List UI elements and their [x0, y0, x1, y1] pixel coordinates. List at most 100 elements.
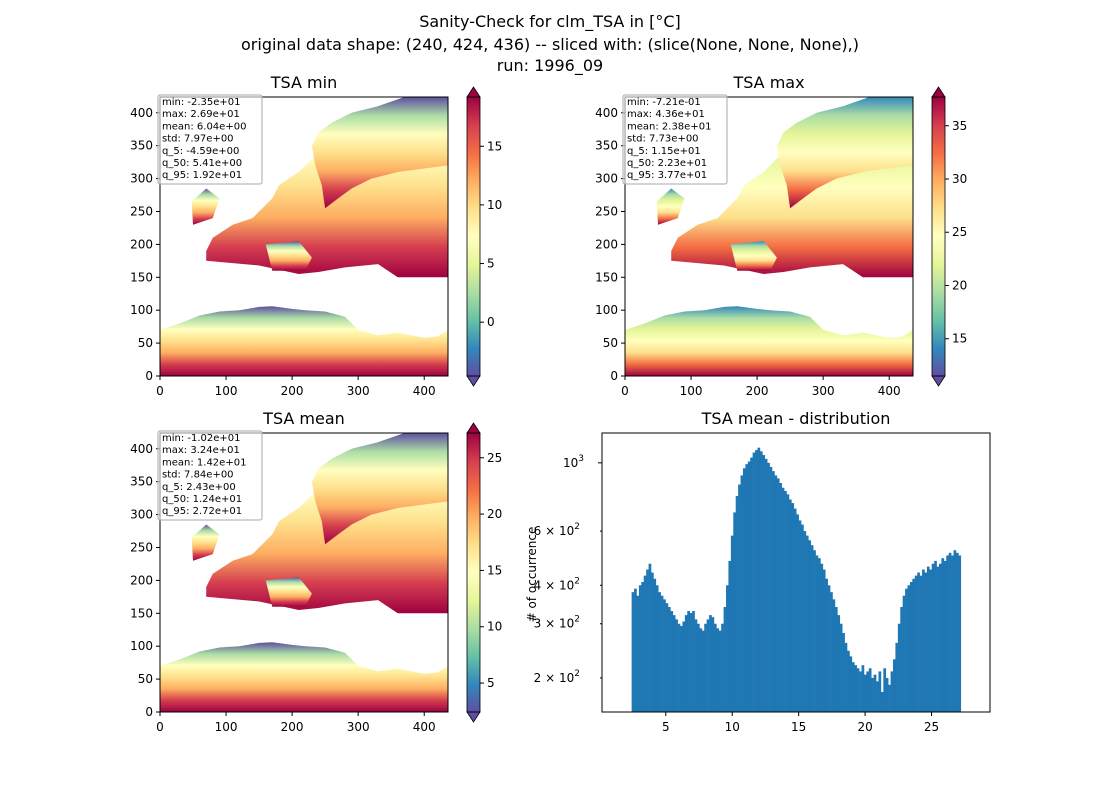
- colorbar-1-body: [932, 97, 945, 376]
- map-1-ytick-label-4: 200: [595, 237, 618, 251]
- hist-bar-19: [677, 623, 681, 712]
- map-1-ytick-label-3: 150: [595, 270, 618, 284]
- map-2-image: [160, 433, 448, 712]
- map-1-stats-line-2: mean: 2.38e+01: [627, 121, 711, 132]
- hist-bar-133: [953, 550, 957, 712]
- map-2-title: TSA mean: [262, 409, 345, 428]
- hist-bar-132: [951, 555, 954, 712]
- map-0-ytick-label-8: 400: [130, 106, 153, 120]
- hist-bar-95: [861, 665, 865, 712]
- hist-bar-86: [839, 623, 843, 712]
- map-0-land-4: [265, 241, 312, 271]
- hist-bar-24: [689, 613, 693, 712]
- hist-bar-75: [813, 550, 816, 712]
- map-2-xtick-label-0: 0: [156, 720, 164, 734]
- map-1-ytick-label-8: 400: [595, 106, 618, 120]
- hist-ytick-minor-label-3: 6 × 102: [534, 522, 580, 538]
- hist-bar-63: [784, 490, 787, 712]
- hist-bar-97: [866, 671, 870, 712]
- colorbar-2-extend-min: [466, 711, 481, 723]
- colorbar-1-extend-max: [931, 86, 946, 98]
- hist-bar-106: [888, 684, 891, 712]
- hist-bar-10: [655, 585, 659, 712]
- map-2-ytick-label-3: 150: [130, 606, 153, 620]
- map-0-ytick-label-6: 300: [130, 172, 153, 186]
- hist-bar-98: [868, 668, 872, 712]
- map-0-ytick-label-4: 200: [130, 237, 153, 251]
- hist-bar-124: [931, 563, 935, 712]
- map-0-stats-line-6: q_95: 1.92e+01: [162, 170, 242, 181]
- hist-bar-79: [822, 569, 826, 712]
- hist-xtick-label-2: 15: [791, 720, 806, 734]
- map-1-land-2: [776, 97, 913, 209]
- hist-bar-110: [897, 623, 901, 712]
- hist-bar-104: [883, 668, 887, 712]
- hist-bar-59: [774, 475, 778, 712]
- hist-bar-76: [815, 555, 819, 712]
- hist-bar-16: [670, 611, 674, 712]
- hist-bar-2: [636, 595, 640, 712]
- map-2-ytick-label-8: 400: [130, 442, 153, 456]
- hist-bar-5: [643, 575, 647, 712]
- hist-bar-121: [924, 572, 928, 712]
- hist-bar-111: [900, 607, 903, 712]
- map-1-stats-line-1: max: 4.36e+01: [627, 109, 705, 120]
- hist-bar-11: [658, 592, 661, 712]
- hist-bar-103: [880, 692, 884, 712]
- colorbar-2-body: [467, 433, 480, 712]
- hist-bar-67: [793, 508, 797, 712]
- hist-bar-4: [641, 581, 645, 712]
- map-2-ytick-label-1: 50: [138, 672, 153, 686]
- map-0-xtick-label-1: 100: [215, 384, 238, 398]
- hist-bar-62: [781, 487, 785, 712]
- hist-bar-38: [723, 607, 727, 712]
- hist-bar-116: [912, 578, 916, 712]
- hist-bar-77: [817, 558, 821, 712]
- map-1-stats-line-3: std: 7.73e+00: [627, 134, 699, 145]
- map-2-ytick-label-0: 0: [145, 705, 153, 719]
- hist-bar-49: [750, 457, 753, 712]
- map-0-ytick-label-2: 100: [130, 303, 153, 317]
- hist-bar-118: [917, 572, 920, 712]
- hist-bar-101: [876, 681, 879, 712]
- hist-bar-90: [849, 656, 853, 712]
- hist-title: TSA mean - distribution: [701, 409, 891, 428]
- hist-bar-1: [634, 588, 637, 712]
- hist-bar-128: [941, 558, 945, 712]
- hist-bar-82: [830, 592, 833, 712]
- hist-bar-125: [934, 560, 937, 712]
- hist-bar-70: [801, 524, 804, 712]
- colorbar-0-tick-label-3: 15: [487, 139, 502, 153]
- map-0-stats-line-3: std: 7.97e+00: [162, 134, 234, 145]
- hist-bar-55: [764, 458, 768, 712]
- hist-bar-102: [878, 671, 882, 712]
- hist-bar-36: [718, 630, 722, 712]
- map-2-ytick-label-2: 100: [130, 639, 153, 653]
- hist-bar-130: [946, 555, 949, 712]
- hist-ytick-minor-label-0: 2 × 102: [534, 669, 580, 685]
- hist-bar-7: [648, 563, 652, 712]
- hist-bar-46: [742, 468, 746, 712]
- map-0-stats-line-2: mean: 6.04e+00: [162, 121, 246, 132]
- map-2-ytick-label-5: 250: [130, 540, 153, 554]
- map-2-frame: [159, 432, 449, 713]
- hist-bar-26: [694, 619, 698, 712]
- map-1-ytick-label-6: 300: [595, 172, 618, 186]
- map-2-stats-line-4: q_5: 2.43e+00: [162, 482, 236, 493]
- hist-bar-122: [926, 566, 930, 712]
- hist-bar-93: [856, 668, 860, 712]
- hist-bar-37: [721, 623, 724, 712]
- colorbar-2-frame: [466, 432, 481, 713]
- hist-bar-58: [772, 471, 775, 712]
- map-1-xtick-label-0: 0: [621, 384, 629, 398]
- hist-bar-50: [752, 452, 756, 712]
- hist-bar-89: [847, 650, 850, 712]
- hist-bars: [631, 447, 962, 712]
- map-1-xtick-label-2: 200: [746, 384, 769, 398]
- hist-bar-69: [798, 520, 802, 712]
- map-0-ytick-label-0: 0: [145, 369, 153, 383]
- hist-bar-53: [759, 451, 763, 712]
- hist-bar-113: [905, 588, 908, 712]
- hist-bar-126: [936, 566, 940, 712]
